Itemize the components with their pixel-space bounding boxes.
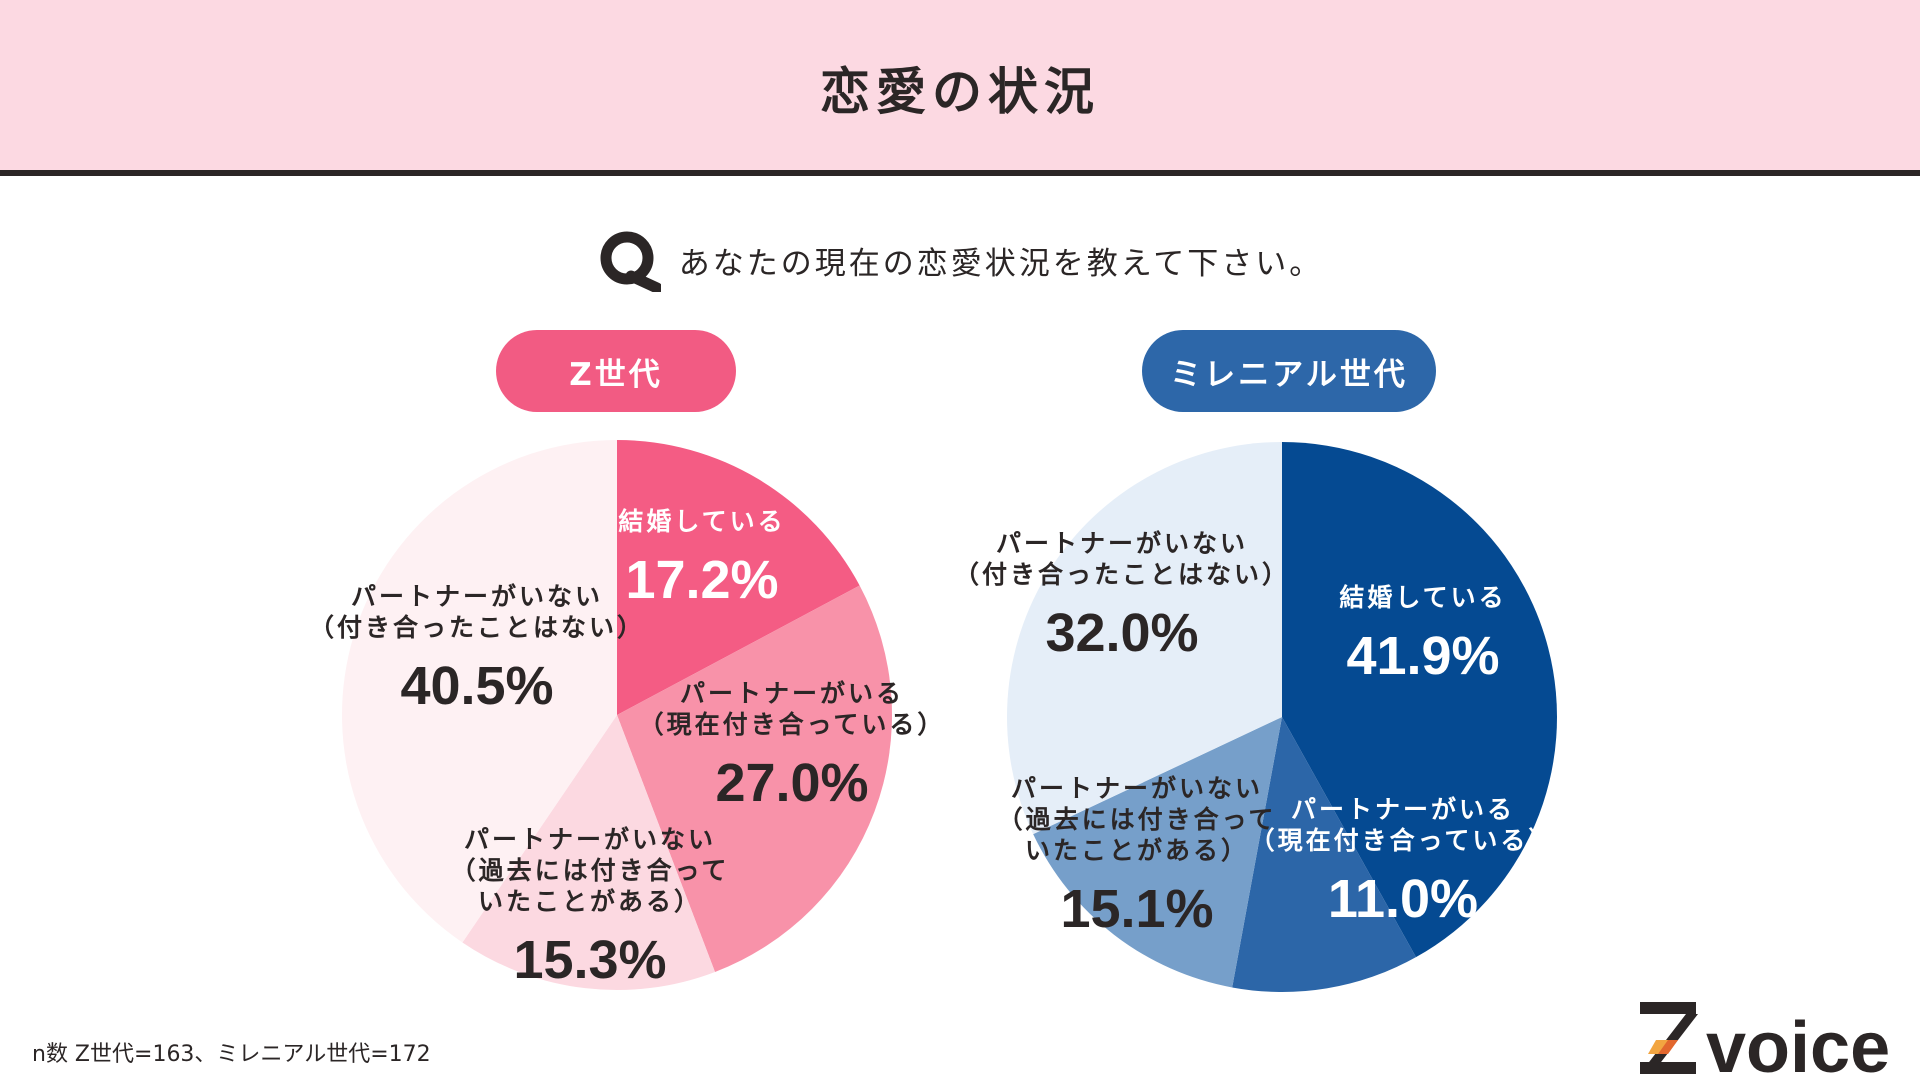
sample-size-note: n数 Z世代=163、ミレニアル世代=172 <box>32 1042 431 1067</box>
millennial-generation-pill: ミレニアル世代 <box>1142 330 1436 412</box>
question-text: あなたの現在の恋愛状況を教えて下さい。 <box>678 245 1324 282</box>
q-icon <box>600 231 661 292</box>
slice-label: パートナーがいる <box>1291 795 1515 824</box>
slice-label: （現在付き合っている） <box>639 710 946 739</box>
millennial-generation-pie: 結婚している 41.9% パートナーがいる（現在付き合っている） 11.0% パートナー… <box>954 442 1557 992</box>
slice-label: いたことがある） <box>1025 836 1249 865</box>
zvoice-logo: voice <box>1640 1002 1890 1080</box>
pie-slice <box>342 440 617 943</box>
slice-label: パートナーがいない <box>464 825 716 854</box>
z-generation-pie: 結婚している 17.2% パートナーがいる（現在付き合っている） 27.0% パートナー… <box>309 440 946 990</box>
slice-value: 40.5% <box>400 656 553 716</box>
header-band <box>0 0 1920 170</box>
pie-slice <box>1007 442 1282 835</box>
logo-text: voice <box>1706 1008 1890 1080</box>
slice-label: 結婚している <box>618 507 785 536</box>
slice-label: パートナーがいる <box>680 679 904 708</box>
slice-value: 41.9% <box>1346 626 1499 686</box>
pie-slice <box>462 715 716 990</box>
header-divider <box>0 170 1920 176</box>
slice-value: 32.0% <box>1045 603 1198 663</box>
pie-slice <box>1033 717 1282 988</box>
pie-slice <box>617 440 860 715</box>
page-title: 恋愛の状況 <box>820 63 1100 121</box>
z-logo-icon <box>1640 1002 1698 1074</box>
slice-label: パートナーがいない <box>1011 774 1263 803</box>
pie-slice <box>1282 442 1557 958</box>
slice-label: いたことがある） <box>478 887 702 916</box>
slice-label: パートナーがいない <box>996 529 1248 558</box>
slice-label: （過去には付き合って <box>998 805 1277 834</box>
slice-value: 11.0% <box>1328 869 1478 929</box>
slice-label: （現在付き合っている） <box>1250 826 1557 855</box>
slice-label: （過去には付き合って <box>451 856 730 885</box>
slice-value: 27.0% <box>715 753 868 813</box>
pie-slice <box>1232 717 1416 992</box>
pie-slice <box>617 585 892 972</box>
slice-label: パートナーがいない <box>351 582 603 611</box>
question-row: あなたの現在の恋愛状況を教えて下さい。 <box>0 228 1920 292</box>
z-generation-pill: Z世代 <box>496 330 736 412</box>
slice-label: 結婚している <box>1339 583 1506 612</box>
slice-value: 17.2% <box>625 550 778 610</box>
slice-label: （付き合ったことはない） <box>309 613 645 642</box>
slice-label: （付き合ったことはない） <box>954 560 1290 589</box>
slice-value: 15.1% <box>1060 879 1213 939</box>
slice-value: 15.3% <box>513 930 666 990</box>
